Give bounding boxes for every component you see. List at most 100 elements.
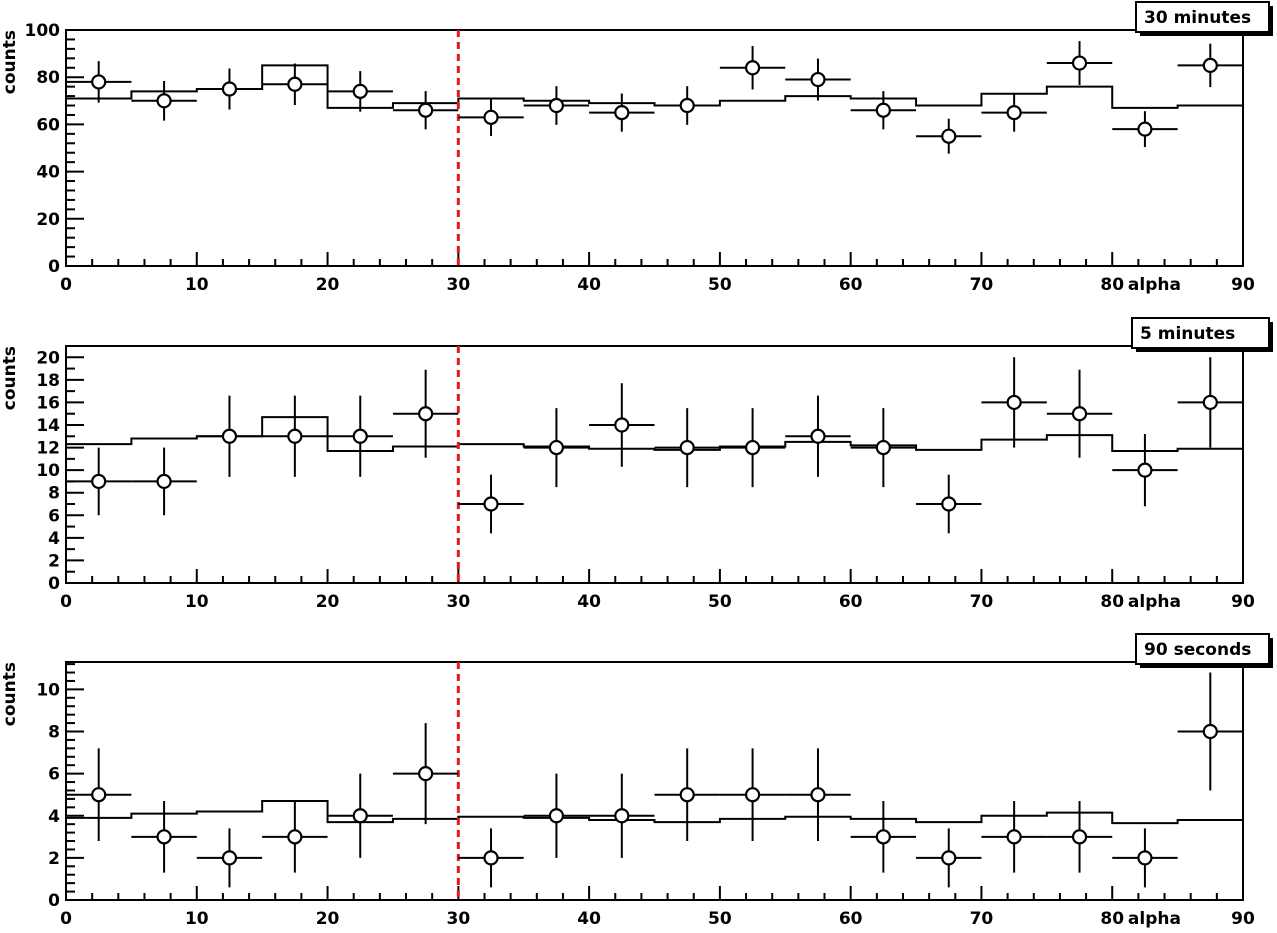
data-point bbox=[221, 81, 238, 97]
x-tick-label: 70 bbox=[970, 909, 994, 929]
data-point bbox=[744, 787, 761, 803]
x-tick-label: 40 bbox=[577, 909, 601, 929]
chart-title: 90 seconds bbox=[1144, 640, 1251, 660]
x-tick-label: 60 bbox=[839, 909, 863, 929]
x-tick-label: 70 bbox=[970, 275, 994, 295]
x-tick-label: 90 bbox=[1231, 275, 1255, 295]
chart-panel-2: 0 10 20 30 40 50 60 70 80 9002468101214161820alph… bbox=[0, 317, 1273, 612]
chart-title: 30 minutes bbox=[1144, 8, 1251, 28]
data-point bbox=[614, 417, 630, 433]
data-point bbox=[221, 428, 238, 444]
data-point bbox=[91, 787, 107, 803]
x-tick-label: 50 bbox=[708, 592, 732, 612]
y-tick-label: 4 bbox=[48, 529, 60, 549]
data-point bbox=[418, 406, 434, 422]
y-tick-label: 2 bbox=[48, 849, 60, 869]
y-axis-label: counts bbox=[0, 346, 20, 410]
x-tick-label: 80 bbox=[1100, 909, 1124, 929]
data-point bbox=[1006, 829, 1022, 845]
x-tick-label: 90 bbox=[1231, 909, 1255, 929]
y-tick-label: 6 bbox=[48, 506, 60, 526]
x-tick-label: 80 bbox=[1100, 275, 1124, 295]
x-tick-label: 50 bbox=[708, 275, 732, 295]
x-tick-label: 0 bbox=[60, 909, 72, 929]
data-point bbox=[287, 829, 303, 845]
y-tick-label: 20 bbox=[36, 348, 60, 368]
data-point bbox=[418, 102, 434, 118]
data-point bbox=[744, 60, 761, 76]
x-tick-label: 40 bbox=[577, 275, 601, 295]
x-tick-label: 20 bbox=[316, 592, 340, 612]
y-tick-label: 10 bbox=[36, 461, 60, 481]
chart-panel-1: 0 10 20 30 40 50 60 70 80 90 0 20 40 60 80 100 alpha coun… bbox=[0, 1, 1273, 295]
data-point bbox=[548, 439, 565, 456]
y-tick-label: 8 bbox=[48, 484, 60, 504]
x-tick-label: 50 bbox=[708, 909, 732, 929]
data-point bbox=[548, 808, 565, 824]
data-point bbox=[1071, 406, 1088, 422]
title-box bbox=[1131, 317, 1270, 349]
data-point bbox=[1071, 829, 1088, 845]
plot-frame bbox=[65, 29, 1244, 267]
data-point bbox=[287, 76, 303, 92]
data-point bbox=[548, 97, 565, 114]
data-point bbox=[1202, 723, 1218, 740]
data-point bbox=[679, 787, 695, 803]
y-tick-label: 2 bbox=[48, 551, 60, 571]
x-tick-label: 0 bbox=[60, 592, 72, 612]
x-tick-label: 30 bbox=[446, 592, 470, 612]
y-tick-label: 8 bbox=[48, 723, 60, 743]
data-point bbox=[483, 496, 499, 512]
data-point bbox=[352, 83, 368, 99]
data-point bbox=[91, 74, 107, 90]
data-point bbox=[483, 109, 499, 125]
y-tick-label: 4 bbox=[48, 807, 60, 827]
y-tick-label: 0 bbox=[48, 574, 60, 594]
data-point bbox=[941, 850, 957, 866]
y-tick-label: 0 bbox=[48, 257, 60, 277]
y-tick-label: 6 bbox=[48, 765, 60, 785]
data-point bbox=[352, 428, 368, 444]
x-tick-label: 70 bbox=[970, 592, 994, 612]
data-point bbox=[91, 473, 107, 490]
y-tick-label: 80 bbox=[36, 68, 60, 88]
data-point bbox=[1071, 55, 1088, 71]
y-tick-label: 18 bbox=[36, 371, 60, 391]
x-tick-label: 60 bbox=[839, 592, 863, 612]
data-point bbox=[744, 439, 761, 456]
x-tick-label: 30 bbox=[446, 909, 470, 929]
data-point bbox=[156, 829, 172, 845]
x-tick-label: 0 bbox=[60, 275, 72, 295]
expected-histogram-line bbox=[66, 416, 1243, 452]
x-tick-label: 20 bbox=[316, 909, 340, 929]
x-tick-label: 30 bbox=[446, 275, 470, 295]
x-tick-label: 80 bbox=[1100, 592, 1124, 612]
x-tick-label: 60 bbox=[839, 275, 863, 295]
data-point bbox=[1006, 394, 1022, 411]
y-tick-label: 10 bbox=[36, 680, 60, 700]
data-point bbox=[679, 97, 695, 114]
y-tick-label: 60 bbox=[36, 115, 60, 135]
title-box bbox=[1135, 1, 1270, 33]
data-point bbox=[287, 428, 303, 444]
x-tick-label: 10 bbox=[185, 592, 209, 612]
data-point bbox=[614, 104, 630, 121]
chart-title: 5 minutes bbox=[1140, 324, 1235, 344]
data-point bbox=[221, 850, 238, 866]
y-tick-label: 100 bbox=[25, 21, 61, 41]
x-tick-label: 20 bbox=[316, 275, 340, 295]
y-axis-label: counts bbox=[0, 30, 20, 94]
data-point bbox=[875, 829, 891, 845]
y-tick-label: 14 bbox=[36, 416, 60, 436]
data-point bbox=[418, 766, 434, 782]
data-point bbox=[483, 850, 499, 866]
y-axis-label: counts bbox=[0, 662, 20, 726]
chart-panel-3: 0 10 20 30 40 50 60 70 80 90 0 2 4 6 8 10 alpha counts 90 … bbox=[0, 633, 1273, 929]
x-axis-label: alpha bbox=[1128, 909, 1181, 929]
data-point bbox=[352, 808, 368, 824]
y-tick-label: 16 bbox=[36, 393, 60, 413]
x-axis-label: alpha bbox=[1128, 592, 1181, 612]
x-tick-label: 90 bbox=[1231, 592, 1255, 612]
x-tick-label: 10 bbox=[185, 909, 209, 929]
